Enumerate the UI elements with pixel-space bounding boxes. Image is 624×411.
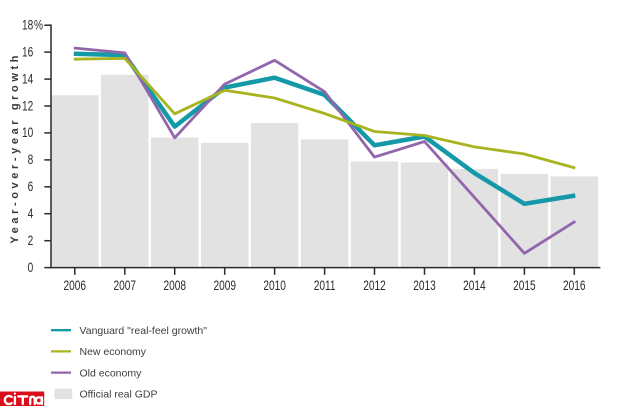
svg-text:2013: 2013 [413, 278, 436, 294]
svg-text:Year-over-year growth: Year-over-year growth [9, 52, 21, 244]
svg-text:2014: 2014 [463, 278, 486, 294]
svg-text:4: 4 [28, 206, 34, 222]
svg-text:8: 8 [28, 152, 34, 168]
svg-text:2008: 2008 [163, 278, 186, 294]
svg-text:2015: 2015 [513, 278, 536, 294]
svg-text:2: 2 [28, 233, 34, 249]
svg-text:2006: 2006 [64, 278, 87, 294]
svg-text:2010: 2010 [263, 278, 286, 294]
svg-text:2011: 2011 [314, 278, 336, 294]
svg-text:2009: 2009 [213, 278, 236, 294]
svg-text:2012: 2012 [363, 278, 386, 294]
svg-text:2007: 2007 [114, 278, 137, 294]
svg-text:0: 0 [28, 259, 34, 275]
svg-text:12: 12 [22, 98, 34, 114]
svg-text:6: 6 [28, 179, 34, 195]
svg-text:10: 10 [22, 125, 34, 141]
svg-text:2016: 2016 [563, 278, 586, 294]
svg-text:New economy: New economy [80, 346, 147, 358]
svg-text:16: 16 [22, 44, 34, 60]
svg-text:%: % [34, 17, 43, 33]
svg-text:Old economy: Old economy [80, 367, 143, 379]
svg-text:Vanguard "real-feel growth": Vanguard "real-feel growth" [80, 325, 208, 337]
svg-text:Official real GDP: Official real GDP [80, 389, 158, 401]
svg-text:14: 14 [22, 71, 34, 87]
svg-text:18: 18 [22, 17, 34, 33]
